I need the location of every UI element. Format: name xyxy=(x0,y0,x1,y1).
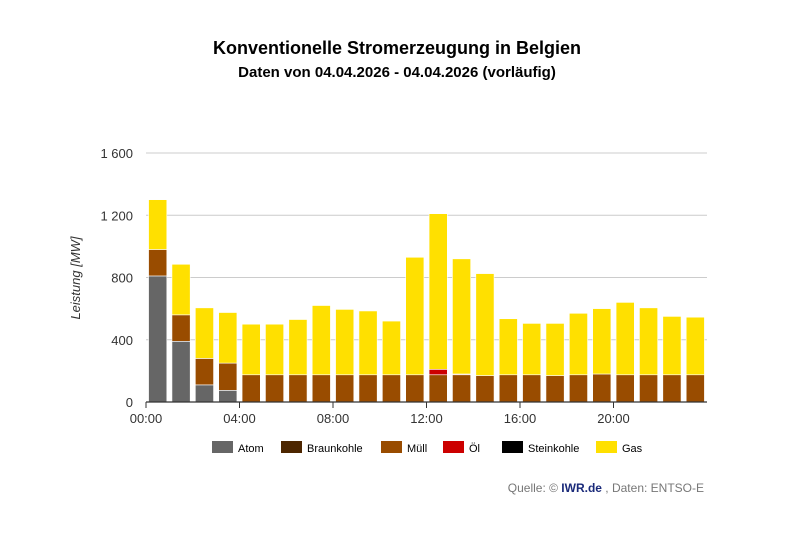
bar-segment-gas[interactable] xyxy=(428,213,448,370)
legend-swatch xyxy=(381,441,402,453)
bar-segment-gas[interactable] xyxy=(241,323,261,376)
legend-label: Öl xyxy=(469,443,480,455)
bar-segment-müll[interactable] xyxy=(545,375,565,403)
y-tick-label: 0 xyxy=(126,395,133,410)
bar-segment-gas[interactable] xyxy=(171,263,191,316)
legend-item-öl[interactable]: Öl xyxy=(443,441,480,455)
bar-segment-müll[interactable] xyxy=(475,375,495,403)
bar-segment-müll[interactable] xyxy=(288,374,308,403)
bar-segment-gas[interactable] xyxy=(592,308,612,375)
bar-segment-gas[interactable] xyxy=(475,273,495,376)
x-tick-label: 20:00 xyxy=(597,411,630,426)
x-tick-label: 16:00 xyxy=(504,411,537,426)
grid-lines: 0 400 800 1 200 1 600 xyxy=(100,146,707,410)
bar-segment-müll[interactable] xyxy=(452,374,471,403)
bar-segment-müll[interactable] xyxy=(241,374,261,403)
bar-segment-müll[interactable] xyxy=(218,362,238,391)
legend-swatch xyxy=(502,441,523,453)
legend-label: Steinkohle xyxy=(528,443,579,455)
bar-stacks xyxy=(148,199,705,403)
x-tick-label: 04:00 xyxy=(223,411,256,426)
bar-segment-gas[interactable] xyxy=(218,312,238,364)
legend-swatch xyxy=(212,441,233,453)
bar-segment-müll[interactable] xyxy=(148,249,168,277)
bar-segment-gas[interactable] xyxy=(662,316,682,376)
bar-segment-müll[interactable] xyxy=(592,373,612,403)
bar-segment-gas[interactable] xyxy=(265,323,284,376)
bar-segment-atom[interactable] xyxy=(218,390,238,403)
y-tick-label: 1 600 xyxy=(100,146,133,161)
legend-label: Müll xyxy=(407,443,427,455)
bar-segment-müll[interactable] xyxy=(171,314,191,342)
bar-segment-müll[interactable] xyxy=(662,374,682,403)
bar-segment-gas[interactable] xyxy=(569,312,588,376)
bar-segment-müll[interactable] xyxy=(569,374,588,403)
chart-title: Konventionelle Stromerzeugung in Belgien xyxy=(212,38,582,58)
bar-segment-müll[interactable] xyxy=(615,374,635,403)
bar-segment-gas[interactable] xyxy=(615,302,635,376)
legend-item-müll[interactable]: Müll xyxy=(381,441,427,455)
source-credit: Quelle: © IWR.de , Daten: ENTSO-E xyxy=(508,481,704,495)
bar-segment-gas[interactable] xyxy=(405,256,425,376)
bar-segment-müll[interactable] xyxy=(498,374,518,403)
legend-label: Atom xyxy=(238,443,264,455)
bar-segment-müll[interactable] xyxy=(428,374,448,403)
legend-swatch xyxy=(443,441,464,453)
bar-segment-müll[interactable] xyxy=(358,374,378,403)
x-tick-label: 08:00 xyxy=(317,411,350,426)
bar-segment-gas[interactable] xyxy=(288,319,308,376)
bar-segment-müll[interactable] xyxy=(522,374,542,403)
bar-segment-müll[interactable] xyxy=(685,374,705,403)
bar-segment-gas[interactable] xyxy=(685,316,705,376)
bar-segment-gas[interactable] xyxy=(522,323,542,376)
bar-segment-atom[interactable] xyxy=(171,341,191,403)
y-tick-label: 1 200 xyxy=(100,208,133,223)
bar-segment-gas[interactable] xyxy=(382,320,401,376)
bar-segment-gas[interactable] xyxy=(498,318,518,376)
axes: 00:00 04:00 08:00 12:00 16:00 20:00 xyxy=(130,401,707,426)
bar-segment-gas[interactable] xyxy=(148,199,168,250)
bar-segment-gas[interactable] xyxy=(358,310,378,376)
legend-label: Gas xyxy=(622,443,643,455)
legend-swatch xyxy=(281,441,302,453)
legend-item-steinkohle[interactable]: Steinkohle xyxy=(502,441,579,455)
x-tick-label: 12:00 xyxy=(410,411,443,426)
bar-segment-gas[interactable] xyxy=(311,305,331,376)
bar-segment-müll[interactable] xyxy=(382,374,401,403)
bar-segment-öl[interactable] xyxy=(428,369,448,376)
source-prefix: Quelle: © xyxy=(507,481,562,495)
bar-segment-gas[interactable] xyxy=(195,307,214,359)
legend-item-braunkohle[interactable]: Braunkohle xyxy=(281,441,363,455)
bar-segment-gas[interactable] xyxy=(545,323,565,376)
legend-swatch xyxy=(596,441,617,453)
bar-segment-gas[interactable] xyxy=(335,309,355,376)
x-tick-label: 00:00 xyxy=(130,411,163,426)
legend-item-atom[interactable]: Atom xyxy=(212,441,264,455)
bar-segment-gas[interactable] xyxy=(452,258,471,375)
y-tick-label: 800 xyxy=(111,271,133,286)
bar-segment-atom[interactable] xyxy=(148,275,168,403)
bar-segment-atom[interactable] xyxy=(195,384,214,403)
bar-segment-müll[interactable] xyxy=(265,374,284,403)
chart-subtitle: Daten von 04.04.2026 - 04.04.2026 (vorlä… xyxy=(238,64,556,81)
source-suffix: , Daten: ENTSO-E xyxy=(601,481,704,495)
bar-segment-müll[interactable] xyxy=(335,374,355,403)
source-brand-link[interactable]: IWR.de xyxy=(561,481,602,495)
legend[interactable]: Atom Braunkohle Müll Öl Steinkohle Gas xyxy=(212,441,643,455)
legend-item-gas[interactable]: Gas xyxy=(596,441,643,455)
bar-segment-müll[interactable] xyxy=(639,374,658,403)
y-tick-label: 400 xyxy=(111,333,133,348)
bar-segment-müll[interactable] xyxy=(311,374,331,403)
bar-segment-gas[interactable] xyxy=(639,307,658,376)
bar-segment-müll[interactable] xyxy=(405,374,425,403)
legend-label: Braunkohle xyxy=(307,443,363,455)
bar-segment-müll[interactable] xyxy=(195,358,214,386)
y-axis-title: Leistung [MW] xyxy=(68,236,83,319)
